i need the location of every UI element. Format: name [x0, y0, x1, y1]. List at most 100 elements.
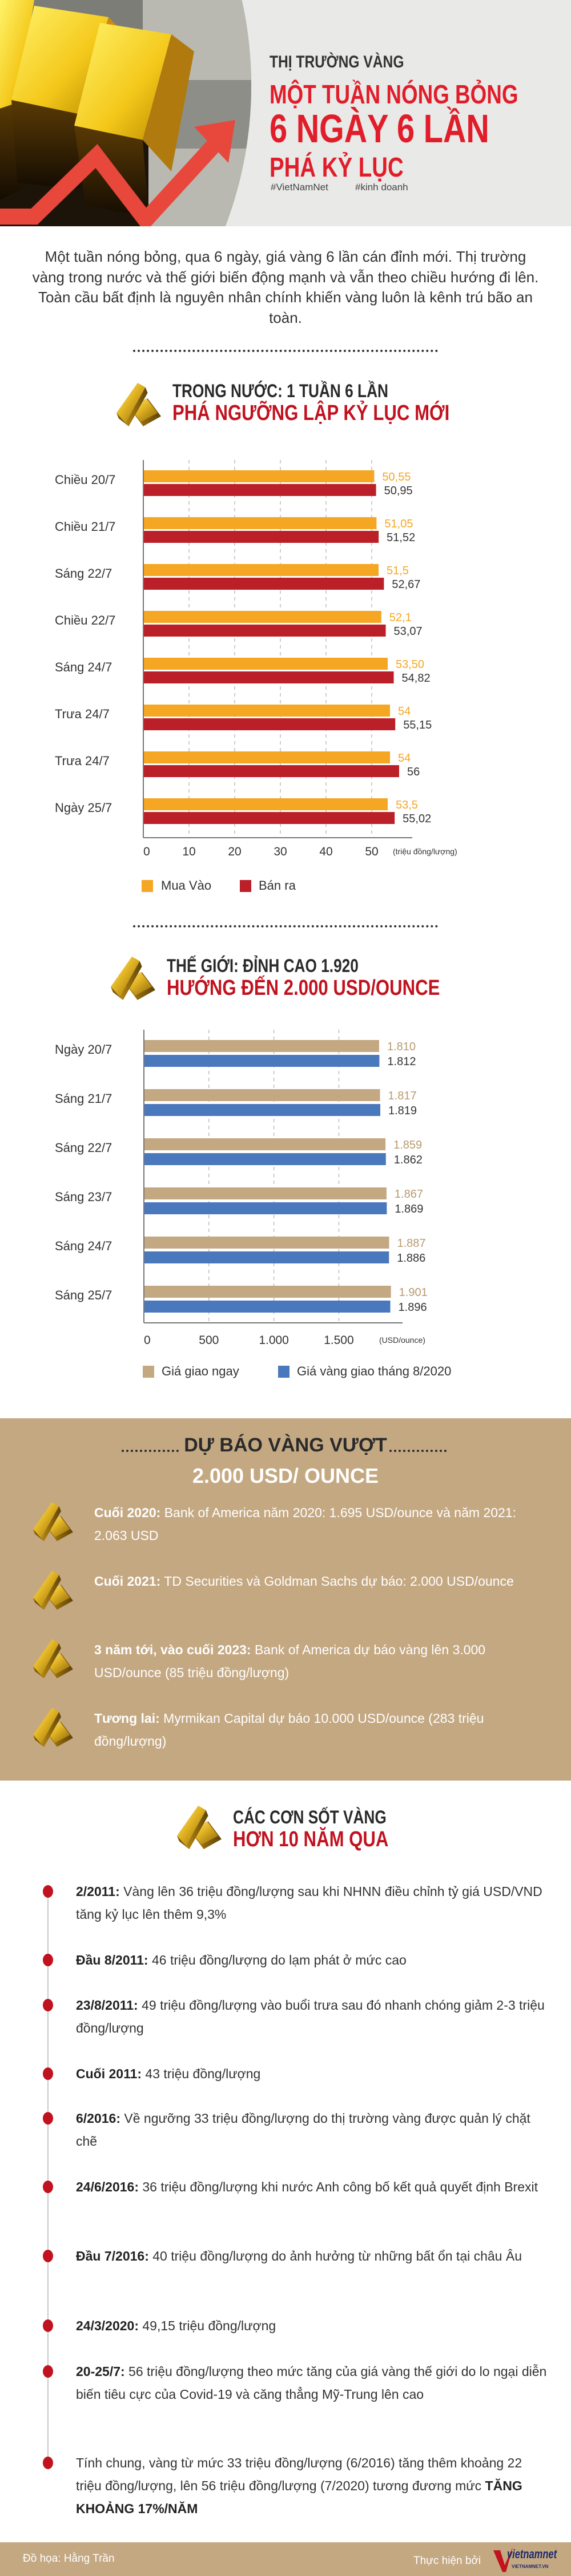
timeline-dot: [43, 2319, 53, 2332]
value-label: 1.869: [395, 1203, 423, 1215]
gold-bars-icon: [30, 1638, 75, 1678]
category-label: Sáng 22/7: [55, 1141, 112, 1155]
value-label: 54: [398, 752, 411, 765]
timeline-item-date: 24/3/2020:: [76, 2318, 139, 2333]
legend-label-futures: Giá vàng giao tháng 8/2020: [297, 1364, 452, 1378]
category-label: Trưa 24/7: [55, 707, 110, 721]
bar-series2: [144, 1153, 386, 1165]
timeline-item-text: 56 triệu đồng/lượng theo mức tăng của gi…: [76, 2364, 547, 2402]
value-label: 53,5: [396, 799, 418, 811]
x-tick-label: 40: [319, 845, 332, 858]
footer: Đồ họa: Hằng Trần Thực hiện bởi vietnamn…: [0, 2542, 571, 2576]
forecast-item: Cuối 2021: TD Securities và Goldman Sach…: [94, 1570, 528, 1593]
logo-subtext: VIETNAMNET.VN: [512, 2564, 549, 2569]
logo-v-mark-icon: [493, 2547, 513, 2572]
timeline-item-text: 40 triệu đồng/lượng do ảnh hưởng từ nhữn…: [148, 2249, 522, 2263]
category-label: Sáng 24/7: [55, 1239, 112, 1253]
hero-title-line3: PHÁ KỶ LỤC: [270, 153, 404, 183]
divider: [133, 350, 438, 352]
hashtag-vietnamnet[interactable]: #VietNamNet: [271, 182, 328, 193]
timeline-dot: [43, 2181, 53, 2193]
timeline-item-date: Đầu 7/2016:: [76, 2249, 149, 2263]
section-subtitle-domestic: PHÁ NGƯỠNG LẬP KỶ LỤC MỚI: [172, 401, 450, 425]
bar-series2: [144, 1055, 380, 1067]
x-tick-label: 20: [228, 845, 241, 858]
timeline-item-date: 23/8/2011:: [76, 1998, 138, 2013]
produced-by-label: Thực hiện bởi: [413, 2555, 481, 2567]
timeline-dot: [43, 1999, 53, 2011]
forecast-item-label: Cuối 2021:: [94, 1574, 161, 1589]
divider: [133, 925, 438, 927]
category-label: Sáng 25/7: [55, 1288, 112, 1302]
category-label: Sáng 21/7: [55, 1091, 112, 1106]
timeline-item-date: 2/2011:: [76, 1884, 120, 1899]
value-label: 51,5: [387, 565, 409, 577]
value-label: 55,15: [403, 719, 432, 731]
value-label: 1.896: [399, 1301, 427, 1314]
bar-series1: [144, 1040, 379, 1052]
x-axis-unit-label: (triệu đồng/lượng): [393, 847, 457, 856]
value-label: 1.812: [387, 1055, 416, 1068]
x-tick-label: 1.000: [259, 1334, 289, 1347]
gold-bars-icon: [107, 955, 158, 1000]
hero-title-line1: MỘT TUẦN NÓNG BỎNG: [270, 79, 518, 109]
timeline-item-date: Cuối 2011:: [76, 2066, 142, 2081]
forecast-section: DỰ BÁO VÀNG VƯỢT 2.000 USD/ OUNCE Cuối 2…: [0, 1418, 571, 1781]
timeline-item: Đầu 7/2016: 40 triệu đồng/lượng do ảnh h…: [76, 2245, 550, 2267]
x-tick-label: 50: [365, 845, 378, 858]
hero-banner: THỊ TRƯỜNG VÀNG MỘT TUẦN NÓNG BỎNG 6 NGÀ…: [0, 0, 571, 226]
bar-series2: [144, 1251, 389, 1263]
graphics-credit: Đồ họa: Hằng Trần: [23, 2553, 115, 2565]
legend-swatch-spot: [143, 1366, 154, 1378]
bar-series1: [143, 470, 375, 482]
gold-bars-icon: [30, 1707, 75, 1747]
hero-gold-bars-illustration: [0, 0, 251, 226]
forecast-item-label: Cuối 2020:: [94, 1505, 161, 1520]
value-label: 1.901: [399, 1286, 428, 1299]
timeline-item-date: 20-25/7:: [76, 2364, 125, 2379]
timeline-dot: [43, 2067, 53, 2080]
value-label: 54: [398, 705, 411, 718]
value-label: 51,52: [387, 531, 415, 544]
timeline-item: 2/2011: Vàng lên 36 triệu đồng/lượng sau…: [76, 1880, 550, 1926]
bar-series1: [144, 1138, 386, 1150]
forecast-item-text: TD Securities và Goldman Sachs dự báo: 2…: [160, 1574, 514, 1589]
bar-series1: [144, 1286, 391, 1298]
value-label: 1.867: [395, 1188, 423, 1201]
legend-label-buy: Mua Vào: [161, 878, 212, 893]
timeline-dot: [43, 1954, 53, 1966]
hashtag-kinh-doanh[interactable]: #kinh doanh: [355, 182, 408, 193]
category-label: Chiều 21/7: [55, 519, 115, 534]
x-axis-unit-label: (USD/ounce): [379, 1335, 425, 1345]
category-label: Ngày 25/7: [55, 801, 112, 815]
timeline-item-text: 46 triệu đồng/lượng do lạm phát ở mức ca…: [148, 1953, 407, 1967]
logo-wordmark: vietnamnet: [507, 2547, 557, 2561]
section-subtitle-history: HƠN 10 NĂM QUA: [233, 1827, 389, 1851]
x-tick-label: 30: [274, 845, 287, 858]
timeline-summary: Tính chung, vàng từ mức 33 triệu đồng/lư…: [76, 2451, 550, 2520]
timeline-item-text: Về ngưỡng 33 triệu đồng/lượng do thị trư…: [76, 2111, 530, 2149]
summary-text: Tính chung, vàng từ mức 33 triệu đồng/lư…: [76, 2455, 522, 2493]
timeline-item-text: Vàng lên 36 triệu đồng/lượng sau khi NHN…: [76, 1884, 542, 1922]
forecast-item-text: Bank of America năm 2020: 1.695 USD/ounc…: [94, 1505, 516, 1543]
section-title-history: CÁC CƠN SỐT VÀNG: [233, 1807, 387, 1827]
timeline-dot: [43, 1885, 53, 1898]
forecast-item-label: Tương lai:: [94, 1711, 160, 1726]
x-tick-label: 500: [199, 1334, 219, 1347]
category-label: Chiều 22/7: [55, 613, 115, 627]
summary-highlight: TĂNG KHOẢNG 17%/NĂM: [76, 2478, 522, 2516]
bar-series1: [143, 564, 379, 576]
timeline-item-text: 43 triệu đồng/lượng: [142, 2066, 261, 2081]
timeline-item-text: 36 triệu đồng/lượng khi nước Anh công bố…: [138, 2179, 538, 2194]
forecast-item: 3 năm tới, vào cuối 2023: Bank of Americ…: [94, 1638, 528, 1684]
category-label: Sáng 22/7: [55, 566, 112, 581]
timeline-item: 24/6/2016: 36 triệu đồng/lượng khi nước …: [76, 2175, 550, 2198]
value-label: 1.859: [393, 1139, 422, 1151]
x-tick-label: 0: [144, 1334, 151, 1347]
bar-series2: [143, 578, 384, 590]
legend-label-sell: Bán ra: [259, 878, 296, 893]
x-tick-label: 10: [182, 845, 195, 858]
vietnamnet-logo[interactable]: vietnamnet VIETNAMNET.VN: [492, 2546, 561, 2573]
timeline-dot: [43, 2112, 53, 2125]
bar-series1: [144, 1237, 389, 1249]
